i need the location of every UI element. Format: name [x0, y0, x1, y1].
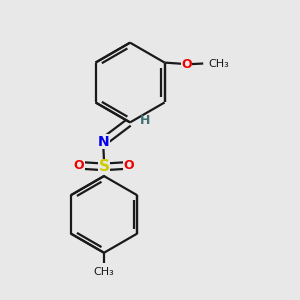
Text: N: N: [98, 135, 109, 149]
Text: S: S: [98, 159, 110, 174]
Text: O: O: [124, 159, 134, 172]
Text: O: O: [74, 159, 84, 172]
Text: O: O: [182, 58, 192, 70]
Text: CH₃: CH₃: [94, 268, 114, 278]
Text: CH₃: CH₃: [209, 58, 230, 68]
Text: H: H: [140, 114, 151, 127]
